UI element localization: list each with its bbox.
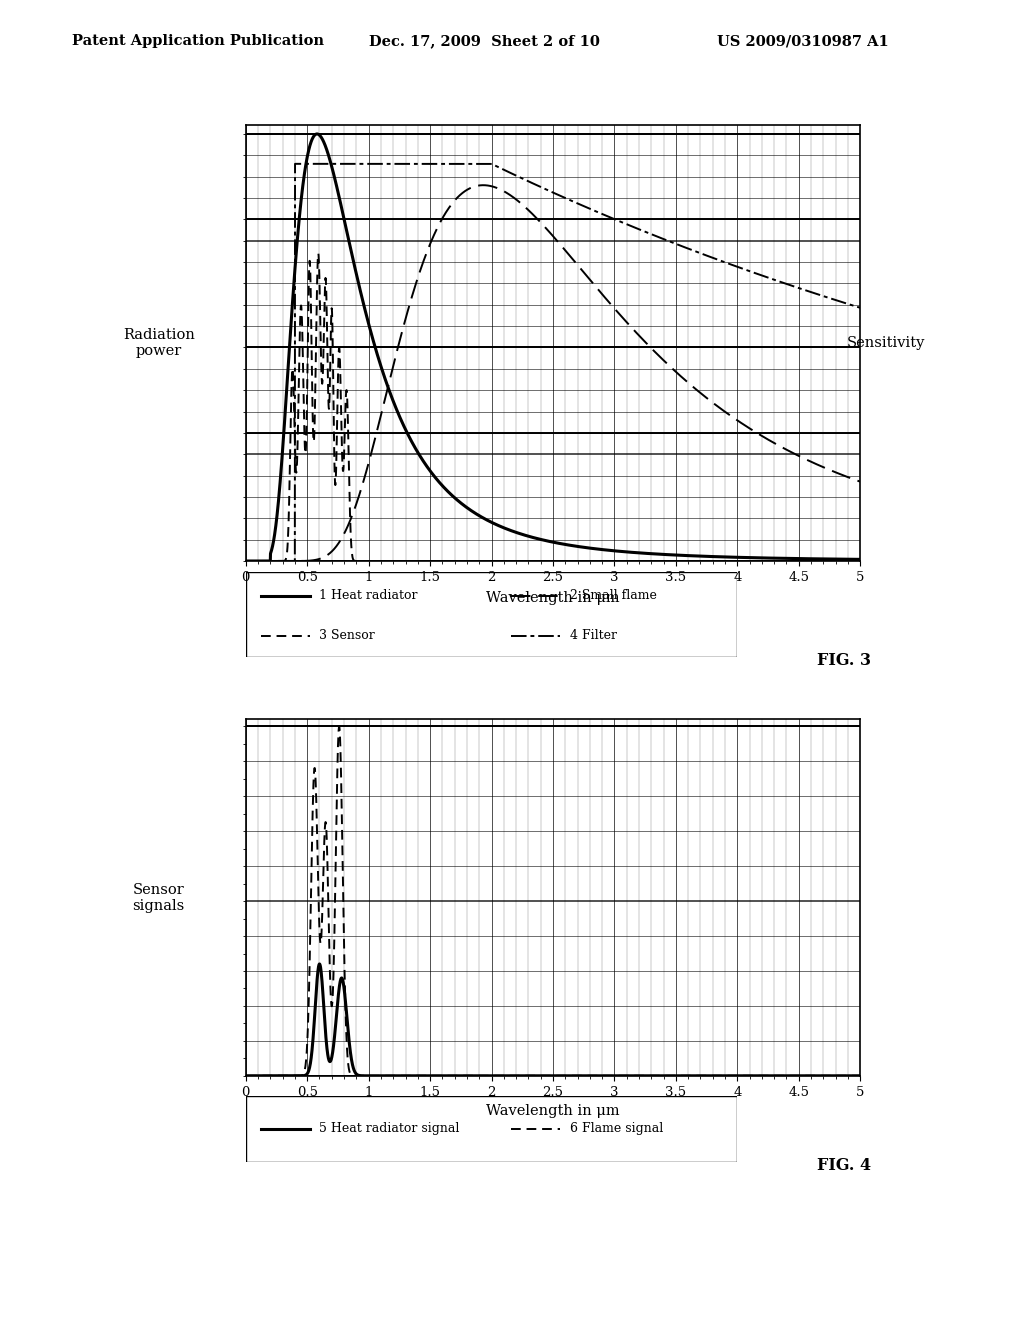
- Text: 5 Heat radiator signal: 5 Heat radiator signal: [319, 1122, 460, 1135]
- Text: Sensor
signals: Sensor signals: [132, 883, 185, 912]
- Text: Radiation
power: Radiation power: [123, 329, 195, 358]
- X-axis label: Wavelength in μm: Wavelength in μm: [486, 591, 620, 606]
- Text: 2 Small flame: 2 Small flame: [570, 589, 657, 602]
- X-axis label: Wavelength in μm: Wavelength in μm: [486, 1105, 620, 1118]
- Text: Sensitivity: Sensitivity: [847, 337, 925, 350]
- Text: FIG. 4: FIG. 4: [817, 1156, 871, 1173]
- Text: US 2009/0310987 A1: US 2009/0310987 A1: [717, 34, 889, 49]
- Text: Patent Application Publication: Patent Application Publication: [72, 34, 324, 49]
- Text: FIG. 3: FIG. 3: [817, 652, 871, 669]
- Text: 1 Heat radiator: 1 Heat radiator: [319, 589, 418, 602]
- Text: 6 Flame signal: 6 Flame signal: [570, 1122, 664, 1135]
- Text: Dec. 17, 2009  Sheet 2 of 10: Dec. 17, 2009 Sheet 2 of 10: [369, 34, 599, 49]
- Text: 3 Sensor: 3 Sensor: [319, 630, 375, 643]
- Text: 4 Filter: 4 Filter: [570, 630, 617, 643]
